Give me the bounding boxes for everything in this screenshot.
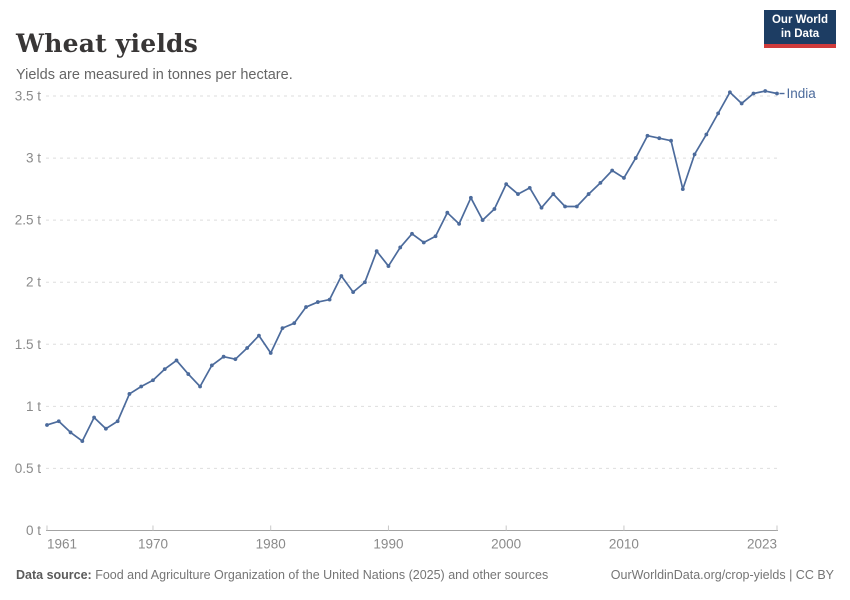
series-line-india[interactable] [46,90,778,442]
data-point[interactable] [80,439,85,444]
data-point[interactable] [433,234,438,239]
data-point[interactable] [680,187,685,192]
data-point[interactable] [539,205,544,210]
data-point[interactable] [45,423,49,427]
data-source-label: Data source: [16,568,92,582]
y-tick-label: 3.5 t [15,89,42,104]
data-point[interactable] [280,326,285,331]
y-tick-label: 3 t [26,151,41,166]
data-point[interactable] [598,181,603,185]
data-point[interactable] [739,101,744,106]
data-point[interactable] [68,430,73,435]
data-point[interactable] [386,264,391,268]
data-point[interactable] [257,333,261,338]
owid-logo[interactable]: Our World in Data [764,10,836,48]
x-tick-label: 2023 [747,537,777,552]
data-point[interactable] [563,204,567,209]
y-tick-label: 1 t [26,399,41,414]
citation-link[interactable]: OurWorldinData.org/crop-yields | CC BY [610,568,834,582]
data-point[interactable] [221,354,226,359]
data-point[interactable] [574,204,579,209]
data-point[interactable] [174,358,179,363]
x-tick-label: 2000 [491,537,521,552]
data-point[interactable] [645,133,650,138]
data-point[interactable] [716,111,721,116]
owid-logo-line1: Our World [771,14,828,26]
data-point[interactable] [775,91,779,96]
data-point[interactable] [622,176,626,180]
data-point[interactable] [410,231,414,236]
data-point[interactable] [115,419,120,424]
data-point[interactable] [209,363,214,368]
y-tick-label: 2.5 t [15,213,42,228]
data-point[interactable] [351,290,356,295]
data-point[interactable] [292,321,297,326]
data-point[interactable] [445,210,450,215]
x-tick-label: 1980 [256,537,286,552]
data-source-note: Data source: Food and Agriculture Organi… [16,568,548,582]
data-point[interactable] [92,415,96,420]
data-point[interactable] [468,195,473,200]
y-tick-label: 2 t [26,275,41,290]
chart-footer: Data source: Food and Agriculture Organi… [16,568,834,582]
data-point[interactable] [315,300,320,304]
data-point[interactable] [374,249,379,254]
data-point[interactable] [633,156,638,160]
data-point[interactable] [127,392,132,396]
data-point[interactable] [610,168,615,173]
data-point[interactable] [327,297,332,302]
data-point[interactable] [516,192,520,196]
data-point[interactable] [657,136,662,141]
data-point[interactable] [186,372,191,376]
data-point[interactable] [692,152,697,157]
data-point[interactable] [669,138,673,143]
data-source-text: Food and Agriculture Organization of the… [91,568,549,582]
data-point[interactable] [363,280,367,285]
x-tick-label: 2010 [609,537,639,552]
data-point[interactable] [398,245,403,250]
x-tick-label: 1961 [47,537,77,552]
data-point[interactable] [763,89,768,93]
data-point[interactable] [139,384,144,389]
data-point[interactable] [480,218,485,223]
data-point[interactable] [268,351,273,355]
series-end-label[interactable]: India [787,86,817,101]
data-point[interactable] [704,132,709,137]
data-point[interactable] [151,378,155,383]
data-point[interactable] [233,357,238,362]
data-point[interactable] [421,240,426,245]
data-point[interactable] [527,185,532,190]
data-point[interactable] [457,221,461,226]
data-point[interactable] [492,207,497,211]
data-point[interactable] [339,274,344,278]
chart-subtitle: Yields are measured in tonnes per hectar… [16,66,293,83]
data-point[interactable] [586,192,591,196]
data-point[interactable] [751,91,756,96]
y-tick-label: 0 t [26,523,41,538]
x-tick-label: 1970 [138,537,168,552]
page-title: Wheat yields [16,28,198,58]
data-point[interactable] [304,305,308,309]
data-point[interactable] [198,384,202,389]
y-tick-label: 0.5 t [15,461,42,476]
data-point[interactable] [162,367,167,372]
x-tick-label: 1990 [373,537,403,552]
owid-logo-line2: in Data [780,28,820,40]
data-point[interactable] [103,426,108,431]
data-point[interactable] [56,419,61,424]
data-point[interactable] [504,182,509,187]
data-point[interactable] [245,346,250,350]
y-tick-label: 1.5 t [15,337,42,352]
data-point[interactable] [728,90,732,95]
data-point[interactable] [551,192,556,196]
